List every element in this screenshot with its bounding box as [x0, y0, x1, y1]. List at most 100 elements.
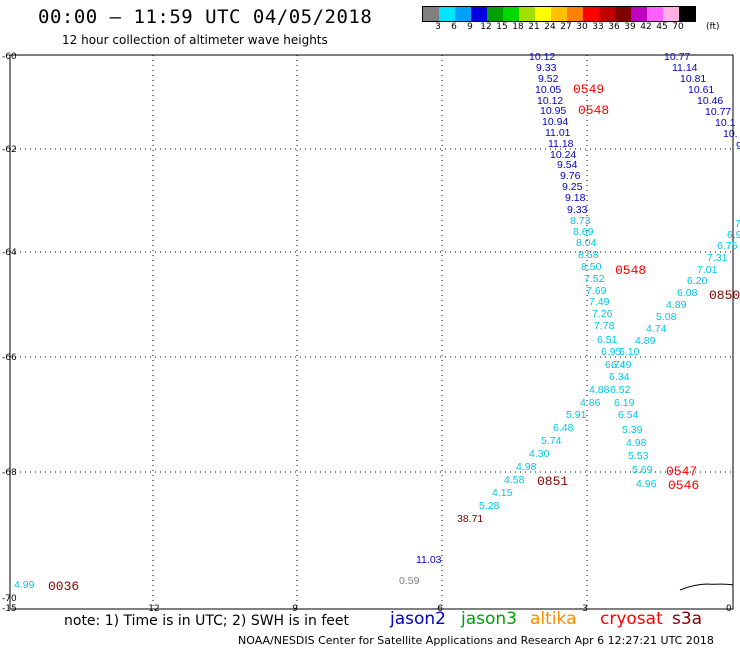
wave-height-value: 9.52 [538, 73, 559, 85]
wave-height-value: 10.61 [688, 84, 715, 96]
wave-height-value: 7.31 [707, 252, 728, 264]
color-swatch [487, 7, 503, 21]
legend-item-altika: altika [530, 609, 577, 629]
pass-time-label: 0548 [615, 263, 647, 278]
wave-height-value: 4.58 [504, 474, 525, 486]
wave-height-value: 6.19 [614, 397, 635, 409]
wave-height-value: 6.74 [605, 359, 626, 371]
wave-height-value: 8.58 [578, 249, 599, 261]
latitude-label: -64 [2, 248, 17, 258]
wave-height-value: 10.81 [680, 73, 707, 85]
wave-height-value: 9.76 [560, 170, 581, 182]
wave-height-value: 6.52 [610, 384, 631, 396]
color-scale-tick: 21 [528, 22, 540, 32]
wave-height-value: 5.53 [628, 450, 649, 462]
wave-height-value: 7.26 [592, 308, 613, 320]
latitude-label: -68 [2, 468, 17, 478]
pass-time-label: 0548 [578, 103, 610, 118]
latitude-label: -62 [2, 145, 17, 155]
wave-height-value: 4.88 [589, 384, 610, 396]
wave-height-value: 9.18 [565, 192, 586, 204]
color-scale-tick: 39 [624, 22, 636, 32]
pass-time-label: 0036 [48, 579, 80, 594]
wave-height-value: 4.98 [626, 437, 647, 449]
latitude-label: -70 [2, 594, 17, 604]
wave-height-value: 10.94 [542, 116, 569, 128]
color-swatch [583, 7, 599, 21]
wave-height-value: 6.51 [597, 334, 618, 346]
wave-height-value: 5.74 [541, 435, 562, 447]
wave-height-value: 11.03 [416, 554, 442, 566]
footnote: note: 1) Time is in UTC; 2) SWH is in fe… [64, 613, 350, 629]
color-scale-tick: 27 [560, 22, 572, 32]
wave-height-value: 8.69 [573, 226, 594, 238]
wave-height-value: 11.14 [672, 62, 698, 74]
wave-height-value: 7.49 [589, 296, 610, 308]
color-scale-tick: 33 [592, 22, 604, 32]
color-scale-tick: 45 [656, 22, 668, 32]
wave-height-value: 4.96 [636, 478, 657, 490]
map-title: 00:00 – 11:59 UTC 04/05/2018 [38, 6, 373, 28]
longitude-label: -12 [145, 604, 160, 614]
longitude-label: -15 [2, 604, 17, 614]
wave-height-value: 4.89 [635, 335, 656, 347]
wave-height-value: 6.95 [601, 346, 622, 358]
color-swatch [631, 7, 647, 21]
wave-height-value: 6.10 [619, 346, 640, 358]
color-scale-unit: (ft) [706, 22, 720, 32]
color-swatch [471, 7, 487, 21]
color-scale-tick: 6 [451, 22, 457, 32]
wave-height-value: 5.69 [632, 464, 653, 476]
wave-height-value: 7.52 [584, 273, 605, 285]
wave-height-value: 10.05 [535, 84, 562, 96]
latitude-label: -66 [2, 353, 17, 363]
legend-item-jason3: jason3 [461, 609, 517, 629]
wave-height-value: 11.01 [545, 127, 571, 139]
pass-time-label: 0851 [537, 474, 569, 489]
color-swatch [455, 7, 471, 21]
wave-height-value: 4.30 [529, 448, 550, 460]
longitude-label: -6 [434, 604, 443, 614]
color-scale-tick: 24 [544, 22, 556, 32]
wave-height-value: 9.33 [567, 204, 588, 216]
wave-height-value: 5.91 [566, 409, 587, 421]
color-scale-tick: 70 [672, 22, 684, 32]
legend-item-cryosat: cryosat [600, 609, 663, 629]
wave-height-value: 8.73 [570, 215, 591, 227]
map-subtitle: 12 hour collection of altimeter wave hei… [62, 33, 328, 47]
legend-item-s3a: s3a [672, 609, 703, 629]
color-swatch [567, 7, 583, 21]
longitude-label: -3 [579, 604, 588, 614]
wave-height-value: 9.54 [557, 159, 578, 171]
color-swatch [679, 7, 695, 21]
wave-height-value: 7.01 [697, 264, 718, 276]
wave-height-value: 10.24 [550, 149, 577, 161]
wave-height-value: 7 [735, 218, 740, 230]
wave-height-value: 7.69 [586, 285, 607, 297]
wave-height-value: 4.74 [646, 323, 667, 335]
color-scale-tick: 12 [480, 22, 492, 32]
pass-time-label: 0547 [666, 464, 698, 479]
wave-height-value: 0.59 [399, 575, 420, 587]
wave-height-value: 10.46 [697, 95, 724, 107]
longitude-label: -9 [289, 604, 298, 614]
pass-time-label: 0850 [709, 288, 740, 303]
longitude-label: 0 [726, 604, 732, 614]
wave-height-value: 6.34 [609, 371, 630, 383]
wave-height-value: 4.86 [580, 397, 601, 409]
color-swatch [663, 7, 679, 21]
color-scale-tick: 15 [496, 22, 508, 32]
color-swatch [615, 7, 631, 21]
pass-time-label: 0546 [668, 478, 700, 493]
wave-height-value: 11.18 [548, 138, 574, 150]
wave-height-value: 10.12 [529, 51, 556, 63]
wave-height-value: 38.71 [457, 513, 484, 525]
wave-height-value: 5.39 [622, 424, 643, 436]
wave-height-value: 6.48 [553, 422, 574, 434]
credit-line: NOAA/NESDIS Center for Satellite Applica… [238, 634, 714, 647]
color-swatch [647, 7, 663, 21]
color-swatch [519, 7, 535, 21]
graticule [10, 55, 733, 609]
color-swatch [423, 7, 439, 21]
